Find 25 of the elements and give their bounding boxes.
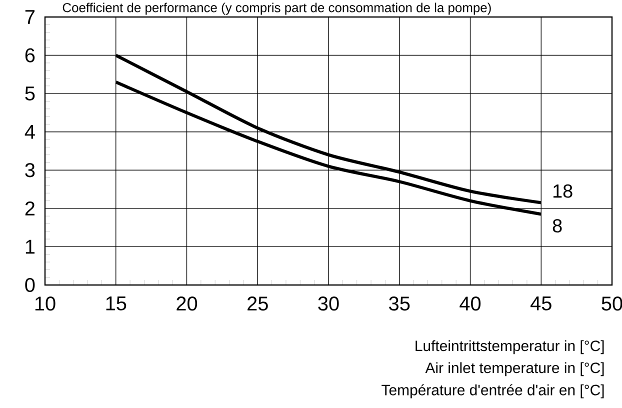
x-tick-label: 20 [176,296,198,311]
chart-title: Coefficient de performance (y compris part de consommation de la pompe) [62,2,491,15]
x-tick-label: 15 [106,296,126,310]
x-axis-title: Lufteintrittstemperatur in [°C] [416,340,604,354]
x-tick-label: 50 [602,296,622,311]
x-tick-label: 35 [389,296,410,311]
y-tick-label: 6 [25,48,35,62]
x-tick-label: 40 [460,296,481,311]
y-tick-label: 7 [25,10,34,24]
text: Température d'entrée d'air en [°C] [382,384,604,398]
y-tick-label: 3 [25,163,35,178]
y-tick-label: 2 [25,201,34,216]
y-tick-label: 5 [25,86,35,101]
text: Air inlet temperature in [°C] [425,362,604,376]
line-series [114,54,543,204]
y-tick-label: 0 [25,278,35,292]
x-tick-label: 10 [35,296,56,311]
x-tick-label: 25 [248,296,268,311]
series-label: 8 [552,219,562,232]
y-tick-label: 1 [26,240,35,254]
series-label: 18 [553,184,572,198]
y-tick-label: 4 [24,125,35,139]
line-series [114,80,543,216]
x-tick-label: 45 [530,296,552,310]
x-tick-label: 30 [318,296,339,311]
